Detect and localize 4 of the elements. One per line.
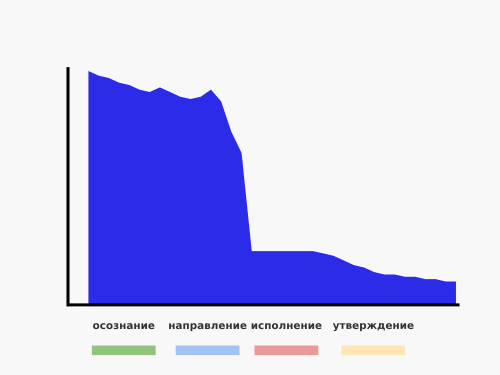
text: утверждение [332, 323, 414, 332]
text: направление [169, 323, 246, 332]
text: осознание [93, 323, 154, 330]
text: исполнение [252, 323, 322, 330]
